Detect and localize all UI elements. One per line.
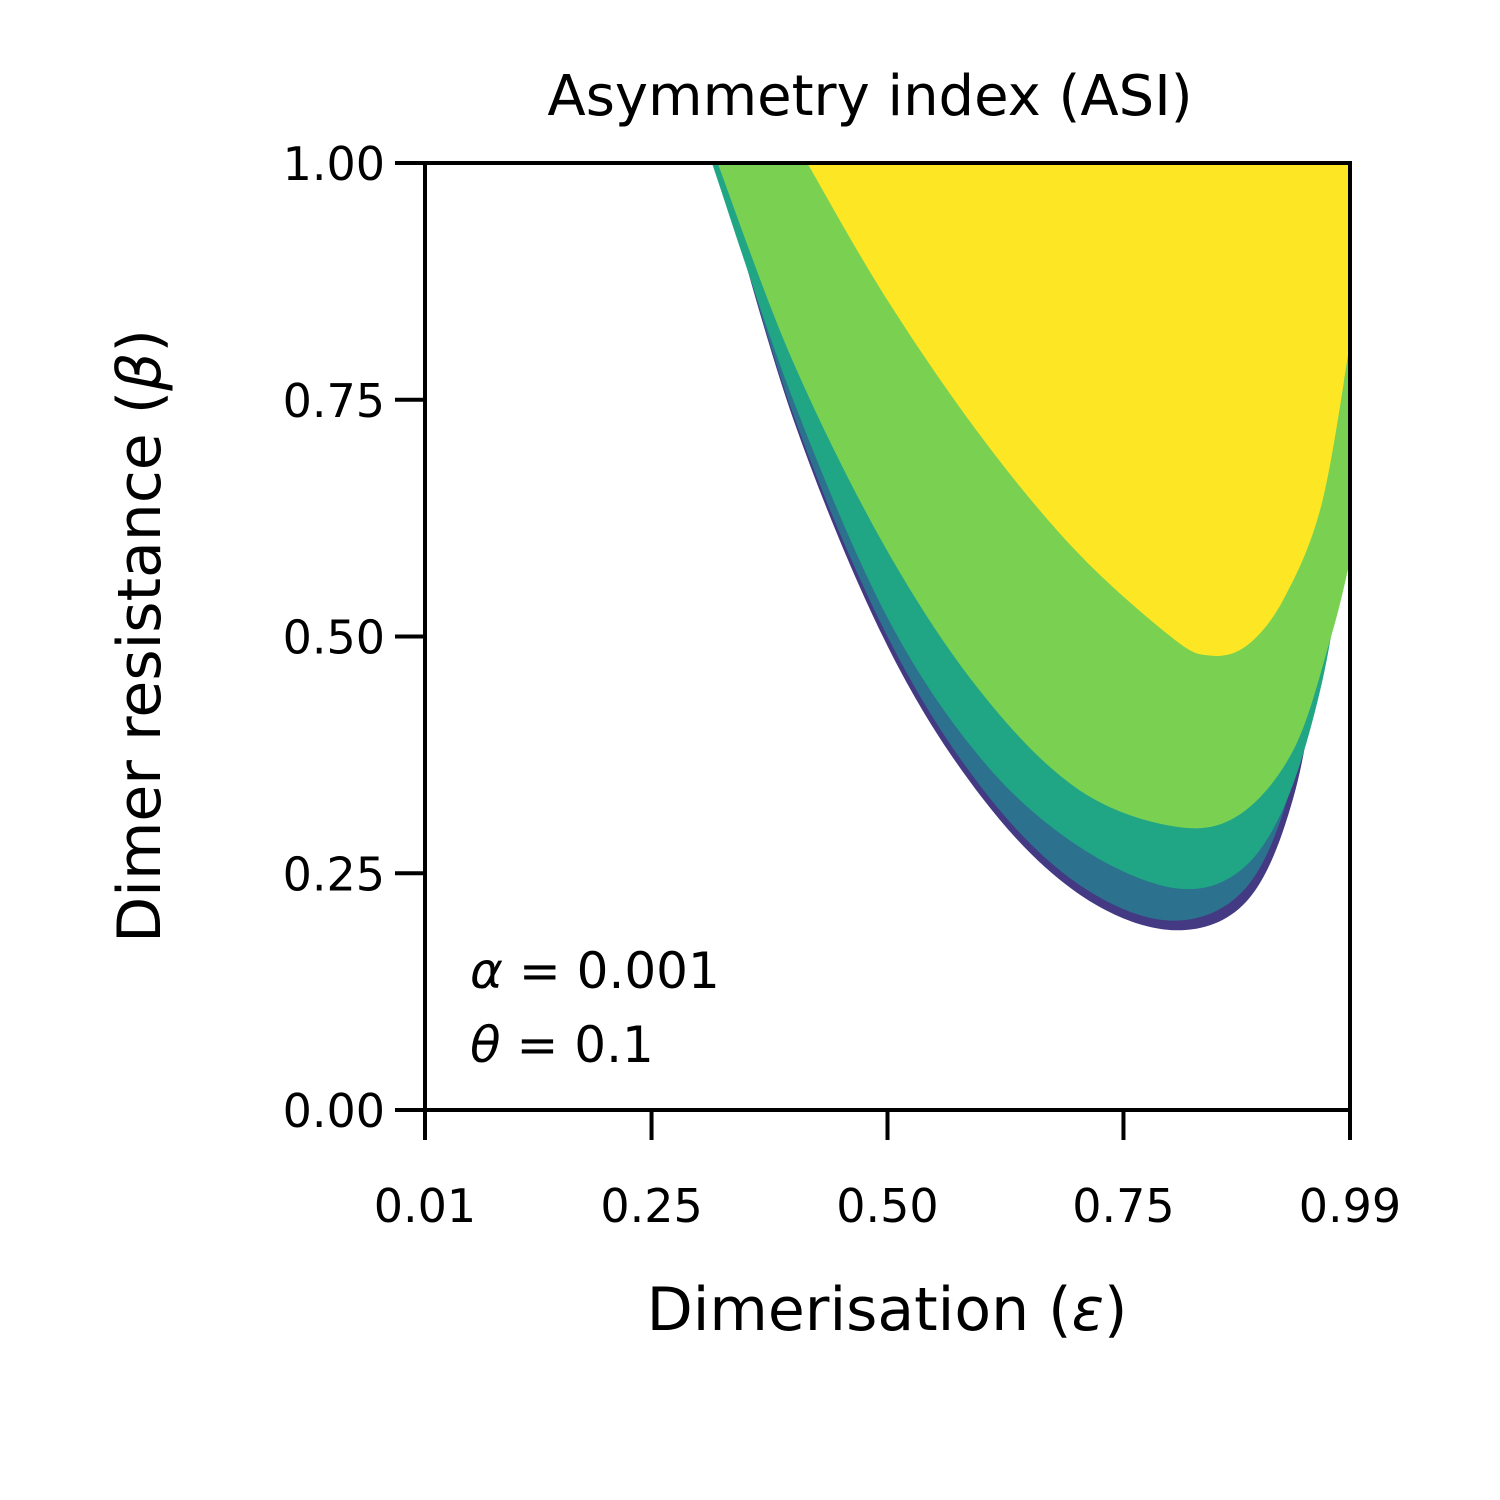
- x-tick-label: 0.01: [374, 1179, 476, 1233]
- y-axis-ticks: 0.00 0.25 0.50 0.75 1.00: [283, 137, 425, 1138]
- y-tick-label: 0.25: [283, 847, 385, 901]
- contour-level-5: [807, 163, 1350, 656]
- x-tick-label: 0.25: [600, 1179, 702, 1233]
- contour-fills: [711, 163, 1350, 931]
- x-tick-label: 0.50: [836, 1179, 938, 1233]
- annotation-theta: θ = 0.1: [470, 1016, 654, 1074]
- x-tick-label: 0.99: [1299, 1179, 1401, 1233]
- y-axis-label: Dimer resistance (β): [105, 329, 175, 943]
- y-tick-label: 0.75: [283, 374, 385, 428]
- x-axis-ticks: 0.01 0.25 0.50 0.75 0.99: [374, 1110, 1401, 1233]
- y-tick-label: 0.00: [283, 1084, 385, 1138]
- y-tick-label: 0.50: [283, 611, 385, 665]
- y-tick-label: 1.00: [283, 137, 385, 191]
- x-axis-label: Dimerisation (ε): [647, 1275, 1128, 1345]
- annotation-alpha: α = 0.001: [470, 942, 720, 1000]
- chart-title: Asymmetry index (ASI): [547, 64, 1192, 129]
- x-tick-label: 0.75: [1072, 1179, 1174, 1233]
